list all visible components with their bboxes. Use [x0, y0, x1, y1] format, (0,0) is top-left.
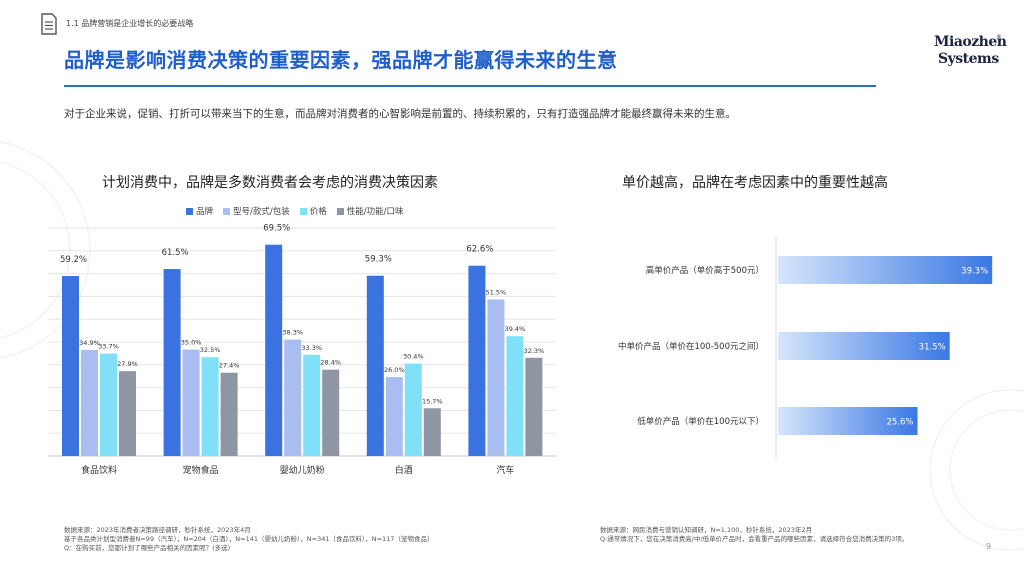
legend-label-brand: 品牌	[196, 207, 214, 217]
legend-item-brand: 品牌	[186, 205, 213, 217]
bar-0	[163, 269, 181, 456]
logo-line-2: Systems	[938, 51, 999, 67]
legend-swatch-model	[223, 207, 231, 215]
legend-swatch-performance	[336, 207, 344, 215]
horizontal-bar-chart: 39.3% 高单价产品（单价高于500元） 31.5% 中单价产品（单价在100-50…	[618, 236, 993, 458]
footnote-line: 数据来源：2023年消费者决策路径调研，秒针系统，2023年4月	[64, 526, 251, 534]
grouped-bar-chart: 59.2% 34.9%33.7% 27.9% 食品饮料 61.5% 35.0%32.5% 2…	[48, 224, 556, 476]
left-chart-title: 计划消费中，品牌是多数消费者会考虑的消费决策因素	[102, 175, 438, 191]
brand-logo: Miaozhen Systems ®	[934, 34, 1007, 72]
bar-3	[220, 372, 238, 456]
right-footnote: 数据来源：网民消费与营销认知调研，N=1,100，秒针系统，2023年2月 Q:…	[600, 526, 908, 544]
hbar-category-label: 低单价产品（单价在100元以下）	[637, 416, 764, 427]
bar-value-label: 59.2%	[60, 255, 87, 265]
bar-value-label: 33.3%	[301, 344, 322, 352]
page-number: 9	[986, 542, 992, 551]
bar-value-label: 32.5%	[200, 346, 221, 354]
hbar-category-label: 高单价产品（单价高于500元）	[646, 265, 764, 276]
bar-value-label: 34.9%	[79, 339, 100, 347]
hbar-value-label: 39.3%	[961, 267, 988, 277]
footnote-line: Q:通常情况下，您在决策消费高/中/低单价产品时，会看重产品的哪些因素，请选择符…	[600, 535, 909, 543]
breadcrumb: 1.1 品牌营销是企业增长的必要战略	[66, 19, 194, 28]
bar-value-label: 35.0%	[181, 339, 202, 347]
legend-swatch-brand	[186, 207, 193, 215]
category-label: 白酒	[395, 464, 413, 476]
legend-label-performance: 性能/功能/口味	[346, 207, 404, 217]
bar-0	[265, 244, 283, 456]
bar-1	[284, 339, 302, 456]
bar-value-label: 59.3%	[365, 255, 392, 265]
bar-value-label: 30.4%	[403, 353, 424, 361]
hbar-value-label: 31.5%	[919, 343, 946, 353]
footnote-line: 数据来源：网民消费与营销认知调研，N=1,100，秒针系统，2023年2月	[600, 526, 813, 534]
bar-value-label: 28.4%	[320, 359, 341, 367]
bar-value-label: 26.0%	[384, 366, 405, 374]
category-label: 宠物食品	[183, 464, 219, 476]
bar-2	[201, 357, 219, 456]
bar-1	[385, 376, 403, 456]
title-divider	[64, 85, 876, 87]
category-label: 汽车	[496, 464, 514, 476]
legend-label-model: 型号/款式/包装	[233, 207, 290, 217]
hbar	[778, 256, 993, 284]
legend-label-price: 价格	[309, 207, 327, 217]
legend-item-performance: 性能/功能/口味	[336, 205, 404, 217]
category-label: 食品饮料	[81, 464, 117, 476]
right-chart-title: 单价越高，品牌在考虑因素中的重要性越高	[622, 175, 888, 191]
hbar	[778, 407, 918, 435]
bar-1	[182, 349, 200, 456]
bar-value-label: 51.5%	[486, 288, 507, 296]
legend-item-price: 价格	[299, 205, 327, 217]
chart-legend: 品牌 型号/款式/包装 价格 性能/功能/口味	[186, 205, 404, 217]
bar-0	[468, 265, 486, 456]
bar-3	[423, 408, 441, 456]
bar-0	[366, 275, 384, 456]
category-label: 婴幼儿奶粉	[280, 464, 325, 476]
hbar-category-label: 中单价产品（单价在100-500元之间）	[618, 341, 764, 352]
left-footnote: 数据来源：2023年消费者决策路径调研，秒针系统，2023年4月 基于各品类计划…	[64, 526, 433, 553]
bar-value-label: 33.7%	[98, 343, 119, 351]
intro-text: 对于企业来说，促销、打折可以带来当下的生意，而品牌对消费者的心智影响是前置的、持…	[64, 108, 736, 120]
footnote-line: Q：在购买前，您都计划了哪些产品相关的因素呢？(多选)	[64, 544, 231, 552]
logo-line-1: Miaozhen	[934, 34, 1007, 50]
bar-1	[487, 299, 505, 456]
bar-value-label: 27.9%	[117, 360, 138, 368]
footnote-line: 基于各品类计划型消费者N=99（汽车），N=204（白酒），N=141（婴幼儿奶…	[64, 535, 434, 543]
bar-value-label: 69.5%	[263, 224, 290, 234]
bar-value-label: 15.7%	[422, 397, 443, 405]
bar-value-label: 62.6%	[466, 245, 493, 255]
legend-item-model: 型号/款式/包装	[223, 205, 290, 217]
bar-2	[506, 336, 524, 456]
hbar-value-label: 25.6%	[887, 418, 914, 428]
bar-0	[62, 276, 79, 456]
bar-2	[404, 363, 422, 456]
bar-3	[525, 357, 543, 456]
bar-value-label: 61.5%	[162, 248, 189, 258]
legend-swatch-price	[299, 207, 307, 215]
bar-value-label: 32.3%	[524, 347, 545, 355]
bar-3	[322, 369, 340, 456]
page-title: 品牌是影响消费决策的重要因素，强品牌才能赢得未来的生意	[64, 48, 618, 72]
bar-3	[119, 371, 136, 456]
bar-value-label: 27.4%	[219, 362, 240, 370]
bar-value-label: 39.4%	[505, 325, 526, 333]
bar-value-label: 38.3%	[282, 329, 303, 337]
registered-mark: ®	[996, 34, 1002, 41]
bar-2	[303, 354, 321, 456]
bar-1	[81, 349, 98, 456]
bar-2	[100, 353, 117, 456]
hbar	[778, 332, 950, 360]
document-icon	[41, 13, 57, 35]
